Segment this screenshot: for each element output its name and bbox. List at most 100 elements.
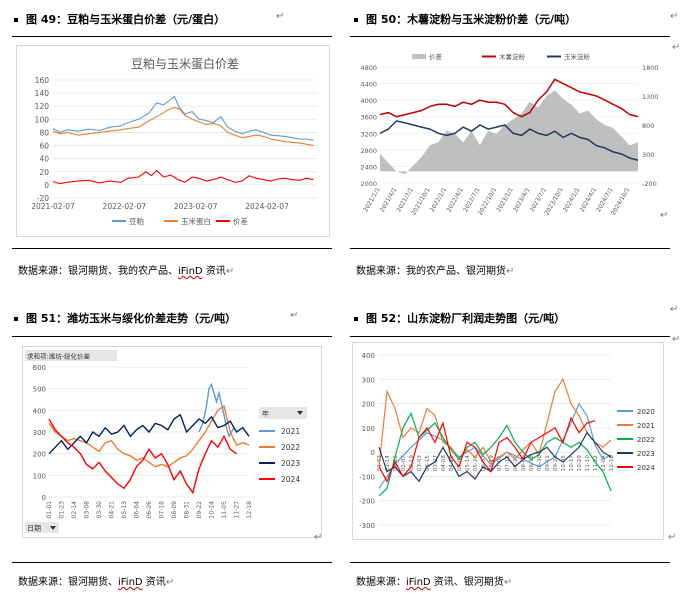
source-text: iFinD bbox=[118, 577, 143, 588]
figure-49-title: 图 49：豆粕与玉米蛋白价差（元/蛋白） bbox=[14, 11, 225, 27]
x-tick-label: 03-27 bbox=[433, 455, 439, 471]
x-tick-label: 12-04 bbox=[601, 455, 607, 471]
source-rule bbox=[350, 562, 670, 563]
return-mark: ↵ bbox=[672, 42, 681, 53]
legend-label: 2022 bbox=[637, 436, 655, 444]
y-tick-label: 0 bbox=[42, 494, 46, 502]
y-tick-label: 80 bbox=[39, 128, 49, 137]
legend-label: 价差 bbox=[429, 52, 443, 61]
return-mark: ↵ bbox=[165, 577, 175, 588]
x-tick-label: 03-15 bbox=[425, 455, 431, 471]
x-tick-label: 01-14 bbox=[385, 455, 391, 471]
x-tick-label: 08-06 bbox=[521, 455, 527, 471]
y-tick-label: 500 bbox=[33, 386, 46, 394]
x-tick-label: 06-26 bbox=[146, 501, 153, 519]
source-rule bbox=[12, 248, 332, 249]
chart-49-title: 豆粕与玉米蛋白价差 bbox=[131, 56, 239, 71]
y-left-tick-label: 4400 bbox=[360, 81, 377, 89]
legend-title: 年 bbox=[262, 409, 269, 418]
source-text: 银河期货、 bbox=[68, 577, 118, 588]
x-tick-label: 04-21 bbox=[109, 501, 116, 519]
y-tick-label: 0 bbox=[371, 449, 375, 457]
figure-49-title-text: 图 49：豆粕与玉米蛋白价差（元/蛋白） bbox=[26, 13, 226, 26]
legend-label: 2023 bbox=[637, 450, 655, 458]
bullet-marker bbox=[14, 18, 18, 22]
x-tick-label: 07-25 bbox=[513, 455, 519, 471]
return-mark: ↵ bbox=[668, 532, 677, 543]
return-mark: ↵ bbox=[290, 310, 299, 321]
figure-50-title-text: 图 50：木薯淀粉与玉米淀粉价差（元/吨） bbox=[366, 13, 577, 26]
series-line-2023 bbox=[48, 413, 250, 455]
chart-51: 求和项:潍坊-绥化价差 0 100 200 300 400 500 600 01-01 01-23… bbox=[22, 346, 322, 538]
y-tick-label: 600 bbox=[33, 364, 46, 372]
y-tick-label: 300 bbox=[362, 376, 375, 384]
x-tick-label: 05-26 bbox=[473, 455, 479, 471]
return-mark: ↵ bbox=[503, 577, 513, 588]
series-line-2021 bbox=[198, 382, 235, 439]
legend-label: 豆粕 bbox=[129, 216, 144, 226]
chart-51-svg: 求和项:潍坊-绥化价差 0 100 200 300 400 500 600 01-01 01-23… bbox=[25, 350, 307, 533]
y-tick-label: 300 bbox=[33, 429, 46, 437]
figure-49-source: 数据来源：银河期货、我的农产品、iFinD 资讯↵ bbox=[18, 262, 234, 277]
series-line-木薯淀粉 bbox=[379, 78, 639, 118]
legend-title-bg bbox=[259, 407, 307, 419]
series-line-2024 bbox=[48, 418, 237, 495]
x-tick-label: 03-30 bbox=[96, 501, 103, 519]
x-tick-label: 11-05 bbox=[221, 501, 228, 519]
legend-label: 2023 bbox=[281, 459, 300, 468]
source-text: iFinD bbox=[178, 266, 203, 277]
source-text: iFinD bbox=[406, 577, 431, 588]
x-tick-label: 07-01 bbox=[497, 455, 503, 471]
x-tick-label: 2022-02-07 bbox=[103, 202, 147, 211]
x-tick-label: 01-02 bbox=[377, 455, 383, 471]
y-tick-label: -20 bbox=[37, 194, 49, 203]
x-tick-label: 10-14 bbox=[209, 501, 216, 519]
legend-label: 价差 bbox=[233, 216, 248, 226]
date-filter-label: 日期 bbox=[27, 525, 41, 533]
y-tick-label: 140 bbox=[35, 89, 50, 98]
x-tick-label: 05-13 bbox=[121, 501, 128, 519]
y-left-tick-label: 3200 bbox=[360, 130, 377, 138]
series-line-豆粕 bbox=[52, 95, 314, 141]
dropdown-caret-icon bbox=[297, 411, 303, 415]
x-tick-label: 11-27 bbox=[234, 501, 241, 519]
series-line-2024 bbox=[378, 416, 596, 483]
y-tick-label: 100 bbox=[35, 115, 50, 124]
y-right-tick-label: 300 bbox=[642, 151, 654, 159]
source-text: 资讯、银河期货 bbox=[430, 577, 504, 588]
title-rule bbox=[350, 336, 670, 337]
dropdown-caret-icon bbox=[50, 526, 56, 530]
series-line-2022 bbox=[378, 411, 612, 497]
return-mark: ↵ bbox=[225, 266, 235, 277]
y-left-tick-label: 2400 bbox=[360, 163, 377, 171]
figure-52-title-text: 图 52：山东淀粉厂利润走势图（元/吨） bbox=[366, 312, 566, 325]
y-left-tick-label: 3600 bbox=[360, 114, 377, 122]
y-tick-label: -100 bbox=[359, 473, 375, 481]
title-rule bbox=[350, 36, 670, 37]
y-tick-label: 200 bbox=[362, 401, 375, 409]
return-mark: ↵ bbox=[276, 11, 285, 22]
x-tick-label: 03-08 bbox=[84, 501, 91, 519]
x-tick-label: 2024-02-07 bbox=[245, 202, 289, 211]
return-mark: ↵ bbox=[670, 304, 679, 315]
x-tick-label: 07-18 bbox=[159, 501, 166, 519]
series-line-玉米蛋白 bbox=[52, 106, 314, 147]
y-tick-label: 20 bbox=[39, 168, 49, 177]
figure-52-title: 图 52：山东淀粉厂利润走势图（元/吨） bbox=[354, 310, 565, 326]
x-tick-label: 2021-02-07 bbox=[31, 202, 75, 211]
source-text: 数据来源： bbox=[18, 266, 68, 277]
source-rule bbox=[350, 248, 670, 249]
figure-52-source: 数据来源：iFinD 资讯、银河期货↵ bbox=[356, 573, 512, 588]
return-mark: ↵ bbox=[660, 210, 669, 221]
legend-label: 2021 bbox=[281, 427, 300, 436]
y-right-tick-label: 1800 bbox=[642, 64, 659, 72]
title-rule bbox=[12, 36, 332, 37]
series-line-2020 bbox=[378, 402, 612, 489]
y-tick-label: 40 bbox=[39, 155, 49, 164]
x-tick-label: 06-04 bbox=[134, 501, 141, 519]
source-text: 银河期货、我的农产品、 bbox=[68, 266, 178, 277]
y-left-tick-label: 2800 bbox=[360, 147, 377, 155]
source-rule bbox=[12, 562, 332, 563]
legend-label: 木薯淀粉 bbox=[499, 52, 526, 61]
source-text: 数据来源： bbox=[18, 577, 68, 588]
